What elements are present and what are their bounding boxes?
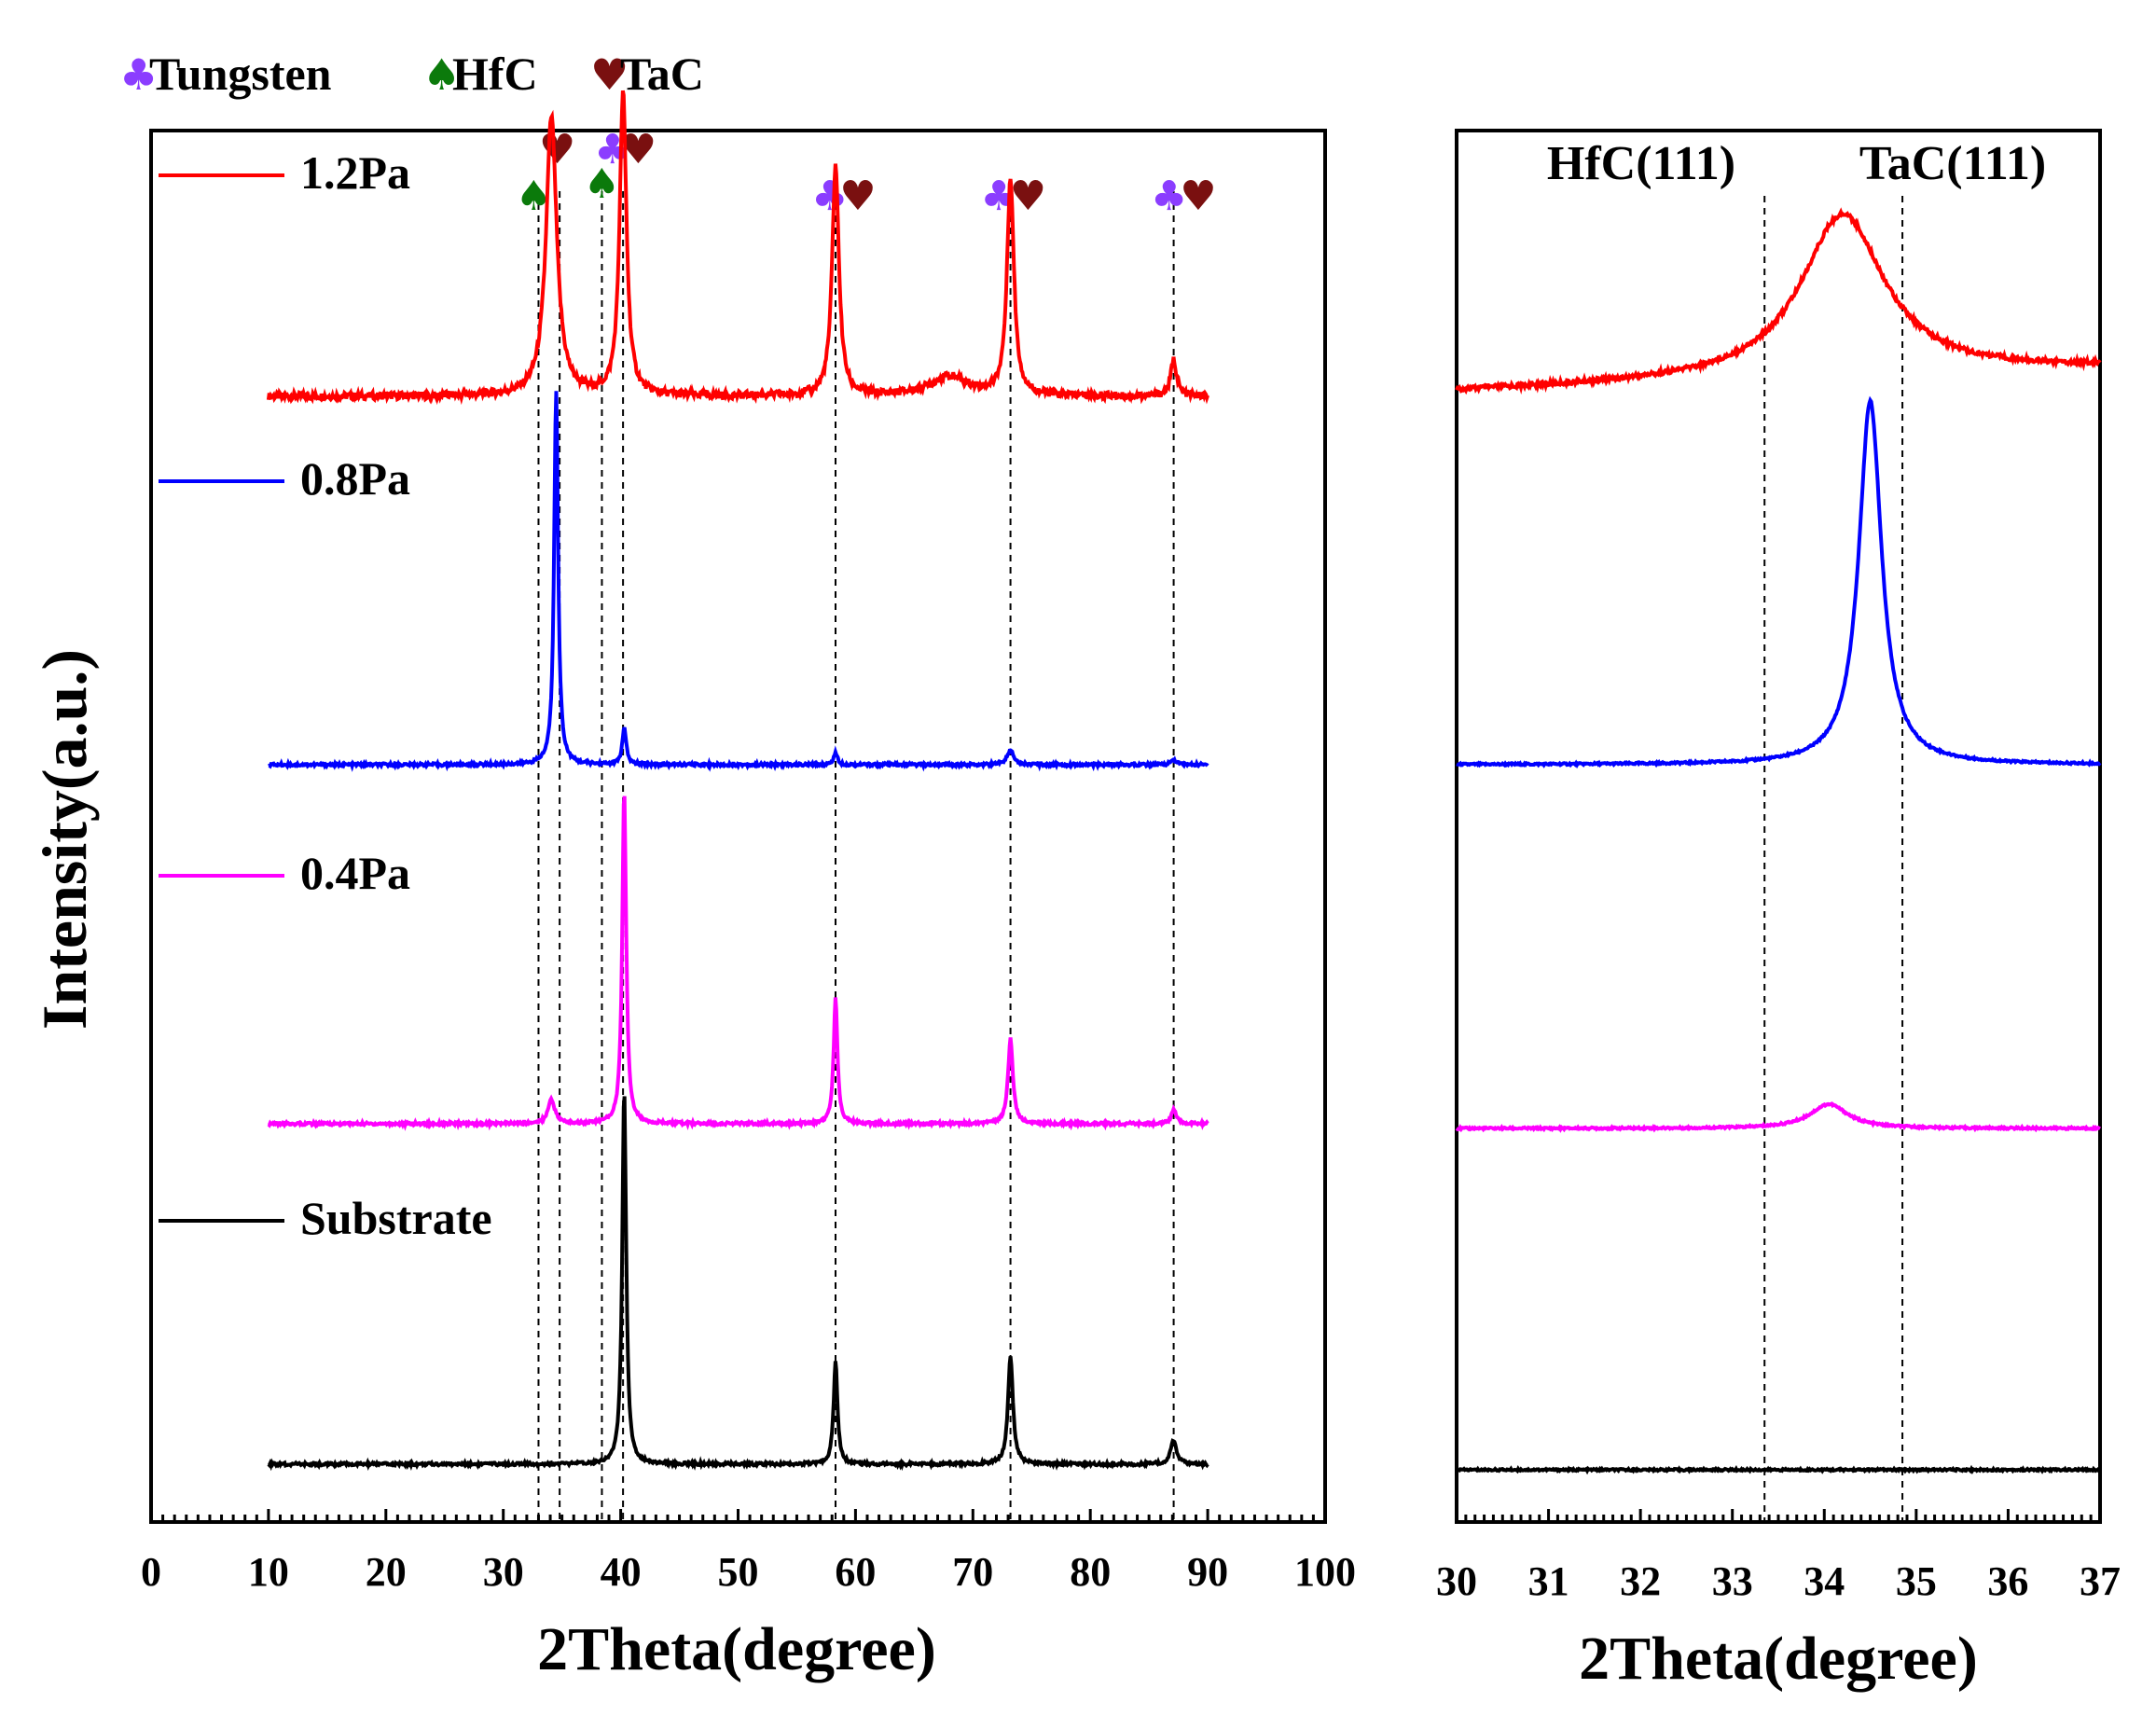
series-line-substrate <box>267 1096 1209 1472</box>
left-reference-lines <box>537 191 1175 1522</box>
peak-marker-tac-icon: ♥ <box>539 126 575 173</box>
peak-marker-tac-icon: ♥ <box>839 173 876 220</box>
x-tick-label: 90 <box>1187 1549 1228 1595</box>
x-tick-label: 10 <box>248 1549 289 1595</box>
x-tick-label: 20 <box>366 1549 407 1595</box>
left-peak-markers: ♠♥♠♣♥♣♥ ♣♥ ♣♥ <box>516 126 1217 220</box>
right-series-line-1.2pa <box>1455 207 2102 395</box>
x-tick-label: 37 <box>2080 1558 2121 1604</box>
x-tick-label: 32 <box>1620 1558 1661 1604</box>
x-tick-label: 80 <box>1070 1549 1111 1595</box>
legend-label-hfc: HfC <box>452 48 538 100</box>
left-x-axis-title: 2Theta(degree) <box>537 1615 936 1683</box>
right-series-line-0.8pa <box>1456 395 2102 769</box>
legend-label-tac: TaC <box>620 48 704 100</box>
peak-marker-tac-icon: ♥ <box>1180 173 1216 220</box>
right-series-line-0.4pa <box>1455 1100 2102 1133</box>
x-tick-label: 33 <box>1712 1558 1753 1604</box>
series-line-0.8pa <box>268 391 1209 772</box>
series-label-1.2pa: 1.2Pa <box>300 146 410 199</box>
x-tick-label: 30 <box>1436 1558 1477 1604</box>
x-tick-label: 35 <box>1896 1558 1937 1604</box>
annotation-hfc111: HfC(111) <box>1547 137 1735 190</box>
x-tick-label: 70 <box>952 1549 993 1595</box>
x-tick-label: 60 <box>835 1549 876 1595</box>
series-line-1.2pa <box>266 90 1209 406</box>
x-tick-label: 31 <box>1528 1558 1569 1604</box>
series-label-substrate: Substrate <box>300 1192 492 1244</box>
left-series-labels: 1.2Pa 0.8Pa 0.4Pa Substrate <box>159 146 492 1244</box>
left-series-group <box>266 90 1209 1472</box>
legend-symbol-tungsten-icon: ♣ <box>119 49 158 100</box>
series-label-0.4pa: 0.4Pa <box>300 847 410 899</box>
legend-symbol-hfc-icon: ♠ <box>422 49 461 100</box>
peak-marker-tungsten-icon: ♣ <box>1151 173 1187 220</box>
x-tick-label: 34 <box>1804 1558 1845 1604</box>
x-tick-label: 30 <box>483 1549 524 1595</box>
right-series-line-substrate <box>1455 1464 2101 1475</box>
left-plot-frame <box>149 129 1327 1524</box>
peak-marker-tungsten-icon: ♣ <box>811 173 848 220</box>
peak-marker-tac-icon: ♥ <box>1010 173 1046 220</box>
x-tick-label: 36 <box>1987 1558 2028 1604</box>
x-tick-label: 40 <box>601 1549 642 1595</box>
right-x-axis: 30 31 32 33 34 35 36 37 <box>1436 1509 2121 1604</box>
y-axis-title: Intensity(a.u.) <box>29 649 100 1030</box>
peak-marker-hfc-icon: ♠ <box>584 160 620 208</box>
right-series-group <box>1455 207 2102 1475</box>
x-tick-label: 50 <box>718 1549 759 1595</box>
series-label-0.8pa: 0.8Pa <box>300 452 410 505</box>
series-line-0.4pa <box>267 796 1209 1131</box>
right-reference-lines <box>1763 196 1904 1522</box>
x-tick-label: 0 <box>141 1549 161 1595</box>
right-x-axis-title: 2Theta(degree) <box>1579 1625 1978 1693</box>
x-tick-label: 100 <box>1294 1549 1356 1595</box>
left-x-axis: 0 10 20 30 40 50 60 70 80 90 100 <box>141 1509 1356 1595</box>
legend-label-tungsten: Tungsten <box>149 48 332 100</box>
annotation-tac111: TaC(111) <box>1859 137 2046 190</box>
right-plot-frame <box>1455 129 2102 1524</box>
phase-legend: ♣Tungsten ♠HfC ♥TaC <box>119 48 704 100</box>
